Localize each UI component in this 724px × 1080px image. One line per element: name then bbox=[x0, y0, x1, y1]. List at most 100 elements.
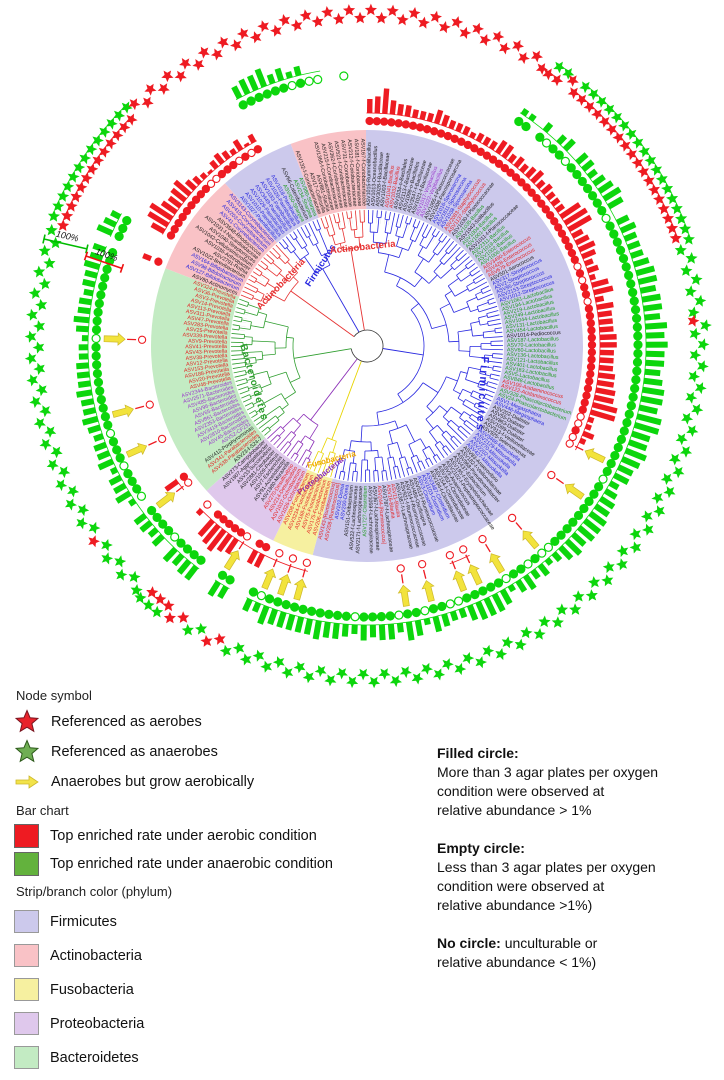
green-bar-swatch bbox=[14, 852, 39, 876]
aerobic-enrichment-bar bbox=[596, 302, 613, 310]
green-star-icon bbox=[663, 486, 675, 498]
red-star-icon bbox=[439, 21, 451, 33]
anaerobic-abundance-circle bbox=[633, 323, 642, 332]
phylum-color-swatch bbox=[14, 1012, 39, 1035]
green-star-icon bbox=[77, 504, 89, 516]
red-star-icon bbox=[70, 190, 82, 202]
green-star-icon bbox=[62, 180, 74, 192]
green-star-icon bbox=[33, 320, 45, 332]
anaerobic-enrichment-bar bbox=[636, 266, 656, 277]
green-star-icon bbox=[99, 126, 111, 138]
anaerobe-grows-aerobically-arrow-icon bbox=[275, 573, 293, 597]
aerobic-abundance-circle bbox=[253, 144, 263, 154]
aerobic-enrichment-bar bbox=[200, 172, 208, 180]
aerobic-abundance-circle bbox=[546, 470, 556, 480]
green-star-icon bbox=[315, 665, 327, 677]
yellow-arrow-icon bbox=[14, 769, 40, 795]
green-star-icon bbox=[601, 574, 613, 586]
green-star-icon bbox=[675, 212, 687, 224]
green-star-icon bbox=[281, 667, 293, 679]
anaerobic-abundance-circle bbox=[102, 264, 112, 274]
green-star-icon bbox=[455, 663, 467, 675]
anaerobe-grows-aerobically-arrow-icon bbox=[154, 488, 178, 510]
green-star-icon bbox=[57, 190, 69, 202]
anaerobic-abundance-circle bbox=[270, 86, 280, 96]
anaerobic-abundance-circle bbox=[95, 386, 104, 395]
anaerobic-abundance-circle bbox=[296, 78, 306, 88]
anaerobic-abundance-circle bbox=[339, 72, 348, 81]
green-star-icon bbox=[35, 299, 47, 311]
green-star-icon bbox=[336, 668, 348, 680]
green-star-icon bbox=[29, 396, 41, 408]
green-star-icon bbox=[644, 154, 656, 166]
aerobic-abundance-circle bbox=[240, 152, 250, 162]
anaerobic-enrichment-bar bbox=[587, 169, 598, 179]
green-star-icon bbox=[502, 636, 514, 648]
red-star-icon bbox=[568, 87, 580, 99]
green-star-icon bbox=[698, 338, 710, 350]
red-star-icon bbox=[270, 25, 282, 37]
anaerobic-enrichment-bar bbox=[82, 335, 88, 341]
green-star-icon bbox=[39, 245, 51, 257]
anaerobic-abundance-circle bbox=[96, 290, 105, 299]
aerobic-enrichment-bar bbox=[594, 395, 614, 405]
green-star-icon bbox=[686, 425, 698, 437]
red-star-icon bbox=[480, 34, 492, 46]
anaerobic-enrichment-bar bbox=[530, 569, 540, 580]
green-star-icon bbox=[669, 454, 681, 466]
anaerobic-abundance-circle bbox=[630, 296, 639, 305]
green-star-icon bbox=[92, 134, 104, 146]
red-star-icon bbox=[200, 635, 212, 647]
red-star-icon bbox=[688, 315, 700, 327]
red-star-icon bbox=[119, 121, 131, 133]
red-star-icon bbox=[430, 11, 442, 23]
aerobic-enrichment-bar bbox=[579, 438, 586, 445]
aerobic-enrichment-bar bbox=[599, 326, 613, 332]
green-star-icon bbox=[151, 606, 163, 618]
red-star-icon bbox=[257, 20, 269, 32]
anaerobic-enrichment-bar bbox=[646, 342, 668, 348]
red-star-icon bbox=[144, 84, 156, 96]
note-line: More than 3 agar plates per oxygen bbox=[437, 763, 713, 782]
green-star-icon bbox=[641, 510, 653, 522]
green-star-icon bbox=[650, 164, 662, 176]
red-star-icon bbox=[397, 14, 409, 26]
red-star-icon bbox=[211, 49, 223, 61]
legend-item-phylum-fusobacteria: Fusobacteria bbox=[14, 978, 434, 1001]
anaerobe-grows-aerobically-arrow-icon bbox=[259, 567, 278, 591]
note-line: Less than 3 agar plates per oxygen bbox=[437, 858, 713, 877]
aerobic-enrichment-bar bbox=[595, 387, 615, 396]
aerobic-abundance-circle bbox=[588, 334, 595, 341]
anaerobic-enrichment-bar bbox=[82, 279, 95, 288]
green-star-icon bbox=[433, 668, 445, 680]
green-star-icon bbox=[33, 363, 45, 375]
anaerobic-enrichment-bar bbox=[93, 442, 107, 452]
phylum-color-swatch bbox=[14, 944, 39, 967]
phylum-color-swatch bbox=[14, 978, 39, 1001]
green-star-icon bbox=[86, 143, 98, 155]
red-star-icon bbox=[499, 42, 511, 54]
aerobic-enrichment-bar bbox=[595, 296, 604, 303]
anaerobic-enrichment-bar bbox=[627, 240, 641, 250]
aerobic-abundance-circle bbox=[402, 120, 410, 128]
anaerobic-enrichment-bar bbox=[79, 344, 88, 350]
red-star-icon bbox=[354, 12, 366, 24]
green-star-icon bbox=[475, 656, 487, 668]
green-star-icon bbox=[52, 200, 64, 212]
anaerobic-enrichment-bar bbox=[397, 623, 404, 633]
green-star-icon bbox=[603, 561, 615, 573]
aerobic-enrichment-bar bbox=[209, 160, 219, 170]
green-star-icon bbox=[671, 202, 683, 214]
note-line: relative abundance >1%) bbox=[437, 896, 713, 915]
zero-bar-tick bbox=[176, 486, 183, 491]
aerobic-enrichment-bar bbox=[196, 508, 204, 516]
aerobic-enrichment-bar bbox=[375, 96, 381, 113]
legend-item-green-star: Referenced as anaerobes bbox=[14, 739, 434, 765]
aerobic-abundance-circle bbox=[584, 384, 592, 392]
anaerobe-grows-aerobically-arrow-icon bbox=[420, 579, 437, 602]
anaerobe-grows-aerobically-arrow-icon bbox=[112, 403, 135, 420]
zero-bar-tick bbox=[135, 406, 144, 408]
green-star-icon bbox=[182, 624, 194, 636]
